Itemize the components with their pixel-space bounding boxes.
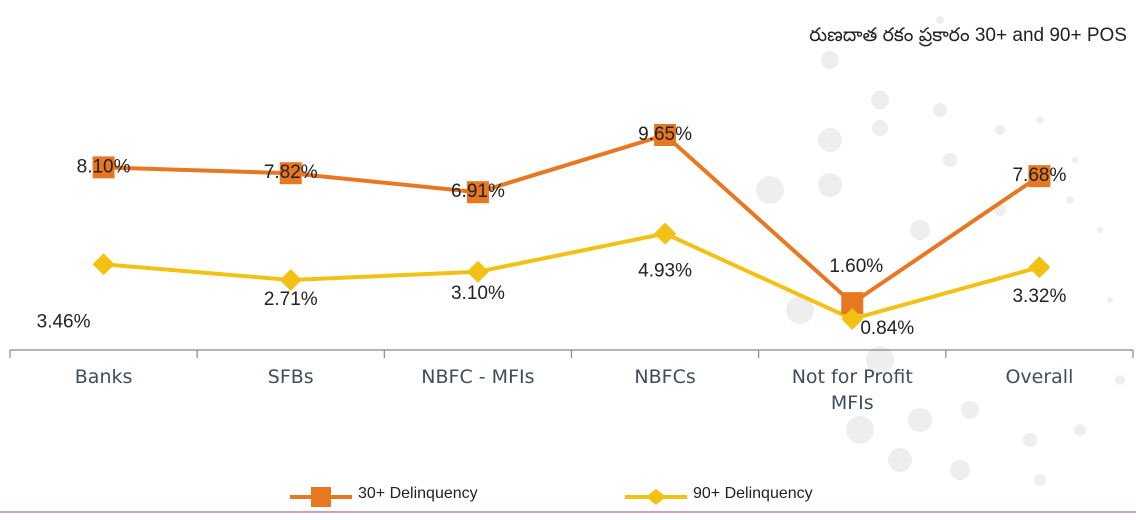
series-line	[103, 132, 1041, 306]
data-label: 1.60%	[829, 256, 883, 277]
marker	[1028, 256, 1051, 279]
marker	[466, 260, 489, 283]
marker	[841, 308, 864, 330]
data-label: 0.84%	[860, 318, 914, 339]
marker	[92, 156, 115, 179]
marker	[841, 292, 864, 315]
marker	[654, 124, 677, 146]
data-label: 3.10%	[451, 283, 505, 304]
data-label: 7.82%	[264, 162, 318, 183]
legend-label: 30+ Delinquency	[358, 485, 478, 502]
data-label: 8.10%	[77, 156, 131, 177]
x-tick-label: Banks	[74, 366, 133, 388]
marker	[654, 222, 677, 245]
data-label: 4.93%	[638, 261, 692, 282]
legend-item: 30+ Delinquency	[290, 485, 478, 507]
x-tick-label: SFBs	[267, 366, 314, 388]
marker	[1028, 165, 1051, 188]
x-tick-label: NBFCs	[634, 366, 696, 388]
data-label: 9.65%	[638, 124, 692, 145]
x-tick-label: Overall	[1005, 366, 1074, 388]
chart-title: రుణదాత రకం ప్రకారం 30+ and 90+ POS	[809, 25, 1127, 47]
series-line	[103, 231, 1040, 322]
x-tick-label: Not for Profit MFIs	[791, 366, 913, 414]
data-label: 6.91%	[451, 181, 505, 202]
legend-marker	[311, 487, 331, 507]
marker	[92, 253, 115, 276]
data-label: 3.32%	[1012, 286, 1066, 307]
marker	[279, 268, 302, 291]
legend-marker	[646, 489, 666, 505]
data-label: 3.46%	[37, 311, 91, 332]
legend-item: 90+ Delinquency	[625, 485, 813, 505]
marker	[279, 162, 302, 185]
x-tick-label: NBFC - MFIs	[421, 366, 535, 388]
decoration	[756, 16, 1125, 486]
legend-label: 90+ Delinquency	[693, 485, 813, 502]
marker	[466, 181, 489, 204]
data-label: 2.71%	[264, 289, 318, 310]
data-label: 7.68%	[1012, 165, 1066, 186]
